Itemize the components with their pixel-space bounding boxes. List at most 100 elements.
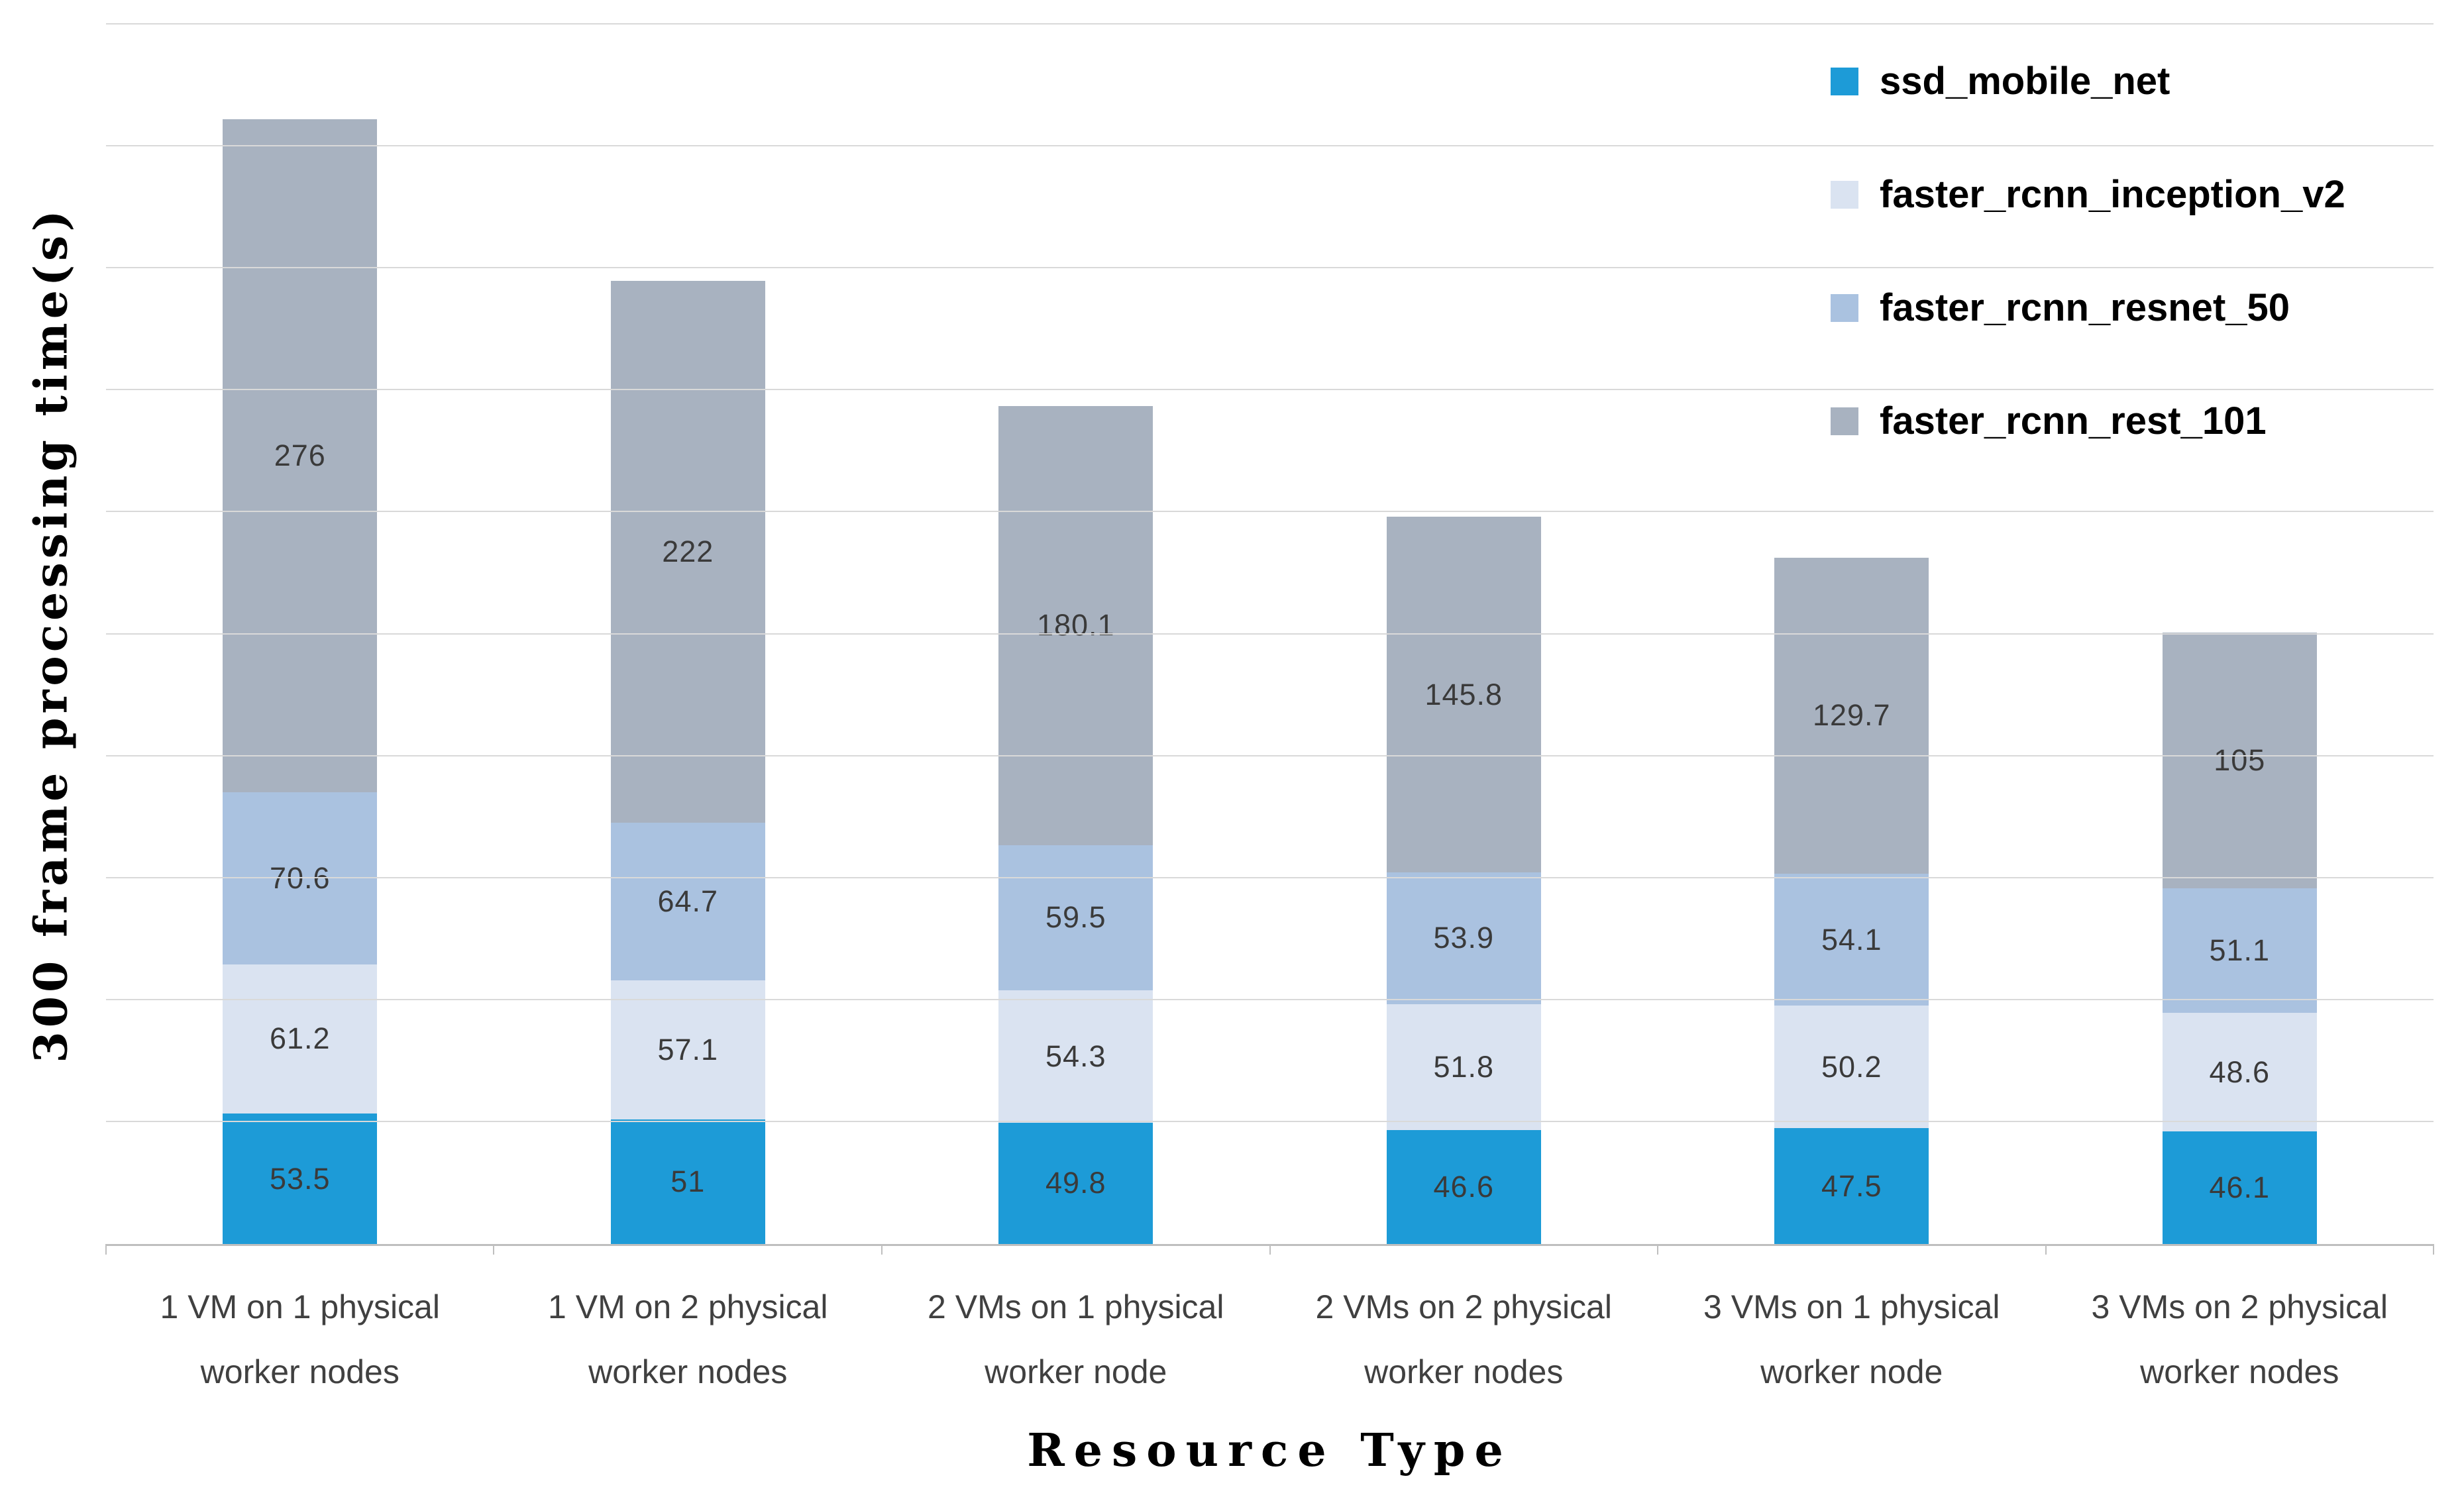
gridline	[106, 145, 2434, 147]
bar-segment-ssd_mobile_net: 46.6	[1386, 1130, 1541, 1244]
stacked-bar: 51 57.1 64.7 222	[610, 25, 765, 1244]
bar-value-label: 180.1	[1036, 608, 1115, 643]
bar-segment-faster_rcnn_inception_v2: 61.2	[223, 964, 378, 1114]
legend-label: faster_rcnn_inception_v2	[1880, 173, 2345, 216]
y-axis-title: 300 frame processing time(s)	[12, 25, 91, 1244]
legend-swatch-icon	[1831, 67, 1858, 95]
category-slot: 47.5 50.2 54.1 129.7	[1658, 25, 2046, 1244]
stacked-bar: 47.5 50.2 54.1 129.7	[1774, 25, 1929, 1244]
x-axis-title: Resource Type	[1027, 1424, 1513, 1477]
bar-value-label: 105	[2214, 743, 2266, 777]
bar-value-label: 49.8	[1045, 1166, 1106, 1200]
bar-segment-faster_rcnn_rest_101: 145.8	[1386, 517, 1541, 873]
legend-label: faster_rcnn_resnet_50	[1880, 286, 2290, 329]
bar-segment-faster_rcnn_resnet_50: 51.1	[2162, 888, 2317, 1013]
bar-segment-faster_rcnn_rest_101: 180.1	[998, 405, 1153, 845]
gridline	[106, 754, 2434, 756]
bar-value-label: 46.6	[1433, 1170, 1495, 1204]
legend-item-faster_rcnn_resnet_50: faster_rcnn_resnet_50	[1831, 251, 2345, 364]
bar-value-label: 70.6	[269, 860, 331, 895]
category-label: 3 VMs on 2 physical worker nodes	[2091, 1288, 2388, 1390]
legend-swatch-icon	[1831, 293, 1858, 322]
legend-swatch-icon	[1831, 180, 1858, 209]
bar-value-label: 46.1	[2209, 1170, 2271, 1205]
legend-item-faster_rcnn_rest_101: faster_rcnn_rest_101	[1831, 364, 2345, 478]
bars-container: 53.5 61.2 70.6 276 51 57.1 64.7 222 49.8 54.3 59.5…	[106, 25, 2434, 1244]
stacked-bar: 46.1 48.6 51.1 105	[2162, 25, 2317, 1244]
bar-value-label: 145.8	[1424, 677, 1503, 711]
bar-value-label: 129.7	[1812, 698, 1891, 733]
bar-value-label: 51	[670, 1165, 706, 1199]
bar-value-label: 64.7	[657, 884, 719, 918]
legend-label: ssd_mobile_net	[1880, 60, 2170, 103]
gridline	[106, 23, 2434, 25]
bar-value-label: 53.5	[269, 1161, 331, 1196]
bar-segment-ssd_mobile_net: 47.5	[1774, 1128, 1929, 1244]
gridline	[106, 511, 2434, 513]
bar-segment-ssd_mobile_net: 53.5	[223, 1114, 378, 1244]
bar-segment-faster_rcnn_resnet_50: 53.9	[1386, 872, 1541, 1004]
x-axis-tick	[2433, 1244, 2434, 1255]
bar-value-label: 51.1	[2209, 933, 2271, 968]
category-label: 1 VM on 1 physical worker nodes	[160, 1288, 440, 1390]
x-axis-tick	[1656, 1244, 1658, 1255]
bar-segment-faster_rcnn_inception_v2: 54.3	[998, 990, 1153, 1123]
x-axis-category-labels: 1 VM on 1 physical worker nodes 1 VM on 2…	[106, 1275, 2434, 1404]
bar-segment-ssd_mobile_net: 49.8	[998, 1122, 1153, 1244]
bar-value-label: 53.9	[1433, 921, 1495, 955]
bar-value-label: 59.5	[1045, 900, 1106, 935]
bar-segment-faster_rcnn_rest_101: 105	[2162, 632, 2317, 889]
gridline	[106, 1120, 2434, 1122]
category-slot: 46.1 48.6 51.1 105	[2046, 25, 2434, 1244]
legend-swatch-icon	[1831, 407, 1858, 435]
bar-segment-faster_rcnn_resnet_50: 64.7	[610, 822, 765, 980]
x-axis-tick	[105, 1244, 107, 1255]
category-label: 2 VMs on 1 physical worker node	[928, 1288, 1224, 1390]
category-label: 1 VM on 2 physical worker nodes	[548, 1288, 828, 1390]
bar-value-label: 47.5	[1821, 1168, 1882, 1203]
gridline	[106, 876, 2434, 878]
bar-value-label: 57.1	[657, 1033, 719, 1067]
stacked-bar: 53.5 61.2 70.6 276	[223, 25, 378, 1244]
stacked-bar: 46.6 51.8 53.9 145.8	[1386, 25, 1541, 1244]
plot-area: 53.5 61.2 70.6 276 51 57.1 64.7 222 49.8 54.3 59.5…	[105, 23, 2434, 1255]
bar-segment-ssd_mobile_net: 51	[610, 1119, 765, 1244]
x-axis-tick	[493, 1244, 495, 1255]
category-slot: 51 57.1 64.7 222	[494, 25, 883, 1244]
gridline	[106, 389, 2434, 391]
bar-segment-ssd_mobile_net: 46.1	[2162, 1131, 2317, 1244]
bar-value-label: 61.2	[269, 1021, 331, 1056]
category-slot: 49.8 54.3 59.5 180.1	[882, 25, 1270, 1244]
y-axis-title-text: 300 frame processing time(s)	[25, 205, 78, 1063]
bar-segment-faster_rcnn_rest_101: 276	[223, 119, 378, 792]
bar-value-label: 276	[274, 438, 326, 472]
category-label: 2 VMs on 2 physical worker nodes	[1315, 1288, 1612, 1390]
bar-segment-faster_rcnn_rest_101: 129.7	[1774, 557, 1929, 874]
bar-segment-faster_rcnn_rest_101: 222	[610, 281, 765, 823]
bar-segment-faster_rcnn_inception_v2: 50.2	[1774, 1006, 1929, 1129]
category-label: 3 VMs on 1 physical worker node	[1703, 1288, 2000, 1390]
bar-segment-faster_rcnn_inception_v2: 57.1	[610, 980, 765, 1120]
gridline	[106, 633, 2434, 635]
gridline	[106, 267, 2434, 269]
bar-value-label: 222	[662, 535, 714, 569]
bar-value-label: 51.8	[1433, 1050, 1495, 1084]
bar-segment-faster_rcnn_resnet_50: 70.6	[223, 792, 378, 964]
stacked-bar: 49.8 54.3 59.5 180.1	[998, 25, 1153, 1244]
gridline	[106, 998, 2434, 1000]
x-axis-tick	[1269, 1244, 1271, 1255]
bar-value-label: 54.3	[1045, 1039, 1106, 1073]
legend-label: faster_rcnn_rest_101	[1880, 399, 2267, 442]
x-axis-tick	[881, 1244, 883, 1255]
category-slot: 46.6 51.8 53.9 145.8	[1270, 25, 1658, 1244]
bar-value-label: 54.1	[1821, 922, 1882, 957]
bar-segment-faster_rcnn_inception_v2: 51.8	[1386, 1004, 1541, 1131]
legend-item-ssd_mobile_net: ssd_mobile_net	[1831, 25, 2345, 138]
bar-segment-faster_rcnn_resnet_50: 54.1	[1774, 874, 1929, 1006]
category-slot: 53.5 61.2 70.6 276	[106, 25, 494, 1244]
legend-item-faster_rcnn_inception_v2: faster_rcnn_inception_v2	[1831, 138, 2345, 251]
x-axis-tick	[2045, 1244, 2047, 1255]
bar-segment-faster_rcnn_inception_v2: 48.6	[2162, 1013, 2317, 1132]
